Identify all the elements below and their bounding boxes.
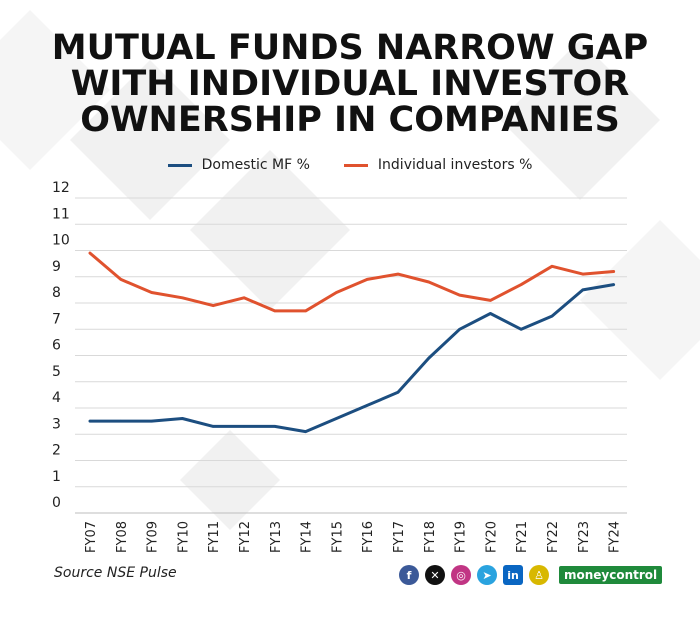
y-tick-label: 2 [52,443,61,459]
telegram-icon[interactable]: ➤ [477,565,497,585]
y-tick-label: 4 [52,390,61,406]
data-point-individual-investors [427,280,430,284]
data-point-individual-investors [150,291,153,294]
data-point-domestic-mf [581,288,584,292]
chart-title: MUTUAL FUNDS NARROW GAP WITH INDIVIDUAL … [0,30,700,138]
x-tick-label: FY11 [207,521,222,553]
data-point-individual-investors [273,309,276,313]
data-point-individual-investors [242,296,246,299]
data-point-individual-investors [612,270,615,273]
data-point-individual-investors [366,278,369,281]
instagram-icon[interactable]: ◎ [451,565,471,585]
legend-swatch-domestic-mf [167,163,192,167]
x-tick-label: FY08 [115,521,130,553]
x-icon[interactable]: ✕ [425,565,445,585]
x-tick-label: FY21 [515,521,530,553]
data-point-domestic-mf [489,312,492,315]
moneycontrol-logo: moneycontrol [559,566,663,584]
x-tick-label: FY10 [176,521,191,553]
snapchat-icon[interactable]: ♙ [529,565,549,585]
data-point-domestic-mf [427,356,430,360]
x-tick-label: FY14 [300,521,315,553]
x-tick-label: FY15 [330,521,345,553]
data-point-individual-investors [304,309,307,313]
title-line-1: MUTUAL FUNDS NARROW GAP [51,28,649,68]
legend-swatch-individual [343,163,368,167]
x-tick-label: FY24 [608,521,623,553]
legend-label-individual: Individual investors % [377,157,533,173]
data-point-domestic-mf [242,425,246,428]
data-point-individual-investors [550,265,554,268]
x-tick-label: FY13 [269,521,284,553]
data-point-individual-investors [119,278,123,281]
x-tick-label: FY07 [84,521,99,553]
title-line-2: WITH INDIVIDUAL INVESTOR [70,64,630,104]
x-tick-label: FY16 [361,521,376,553]
series-line-individual-investors [88,251,616,313]
source-note: Source NSE Pulse [54,565,177,581]
legend-item-individual: Individual investors % [343,157,533,173]
y-tick-label: 5 [52,364,61,380]
y-tick-label: 11 [52,206,70,222]
y-tick-label: 1 [52,469,61,485]
data-point-domestic-mf [273,425,276,428]
y-tick-label: 0 [52,495,61,511]
data-point-individual-investors [212,304,215,307]
data-point-domestic-mf [396,391,400,394]
facebook-icon[interactable]: f [399,565,419,585]
x-tick-label: FY20 [484,521,499,553]
data-point-domestic-mf [366,404,369,407]
y-tick-label: 3 [52,416,61,432]
y-tick-label: 6 [52,338,61,354]
social-icons: f ✕ ◎ ➤ in ♙ moneycontrol [399,565,663,585]
x-tick-label: FY17 [392,521,407,553]
data-point-domestic-mf [304,430,307,433]
x-tick-label: FY12 [238,521,253,553]
x-tick-label: FY23 [577,521,592,553]
title-line-3: OWNERSHIP IN COMPANIES [80,100,620,140]
x-tick-label: FY09 [146,521,161,553]
x-tick-label: FY22 [546,521,561,553]
legend-item-domestic-mf: Domestic MF % [167,157,310,173]
y-tick-label: 8 [52,285,61,301]
data-point-individual-investors [88,251,92,255]
y-tick-label: 10 [52,233,70,249]
y-tick-label: 9 [52,259,61,275]
data-point-domestic-mf [150,419,153,423]
data-point-domestic-mf [520,328,523,331]
data-point-domestic-mf [458,328,461,331]
data-point-individual-investors [458,293,461,297]
data-point-individual-investors [489,299,492,302]
data-point-individual-investors [181,296,184,299]
y-tick-label: 7 [52,311,61,327]
y-tick-label: 12 [52,180,70,196]
chart-legend: Domestic MF % Individual investors % [0,155,700,175]
data-point-individual-investors [335,291,338,294]
data-point-domestic-mf [550,314,554,318]
data-point-domestic-mf [181,417,184,420]
legend-label-domestic-mf: Domestic MF % [201,157,310,173]
series-line-domestic-mf [88,283,616,434]
data-point-individual-investors [581,272,584,276]
linkedin-icon[interactable]: in [503,565,523,585]
data-point-domestic-mf [212,425,215,428]
x-tick-label: FY19 [454,521,469,553]
data-point-individual-investors [396,272,400,276]
data-point-individual-investors [520,283,523,286]
x-tick-label: FY18 [423,521,438,553]
data-point-domestic-mf [119,419,123,423]
data-point-domestic-mf [88,419,92,423]
data-point-domestic-mf [612,283,615,286]
data-point-domestic-mf [335,417,338,420]
